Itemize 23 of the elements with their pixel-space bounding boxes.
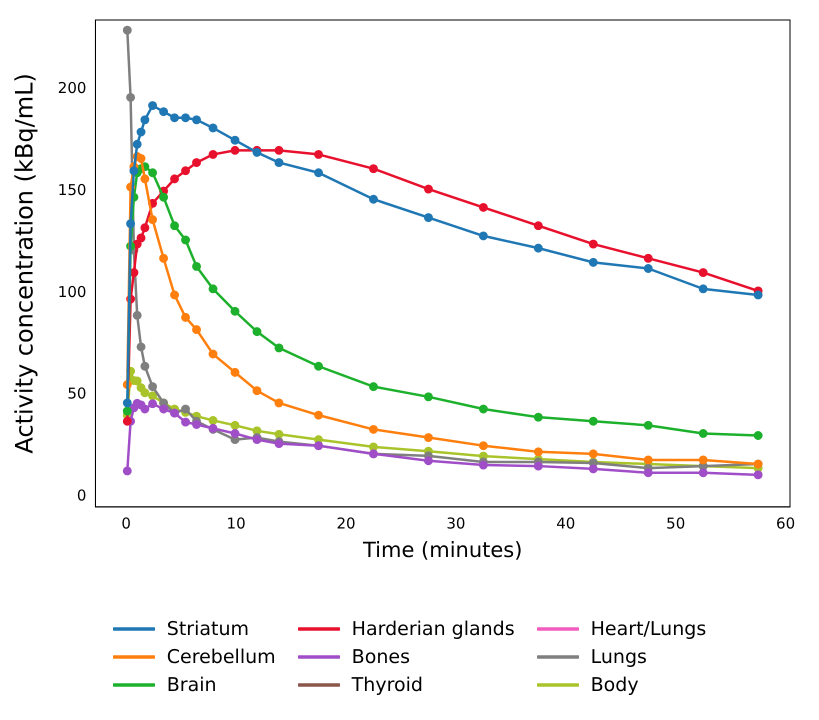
x-axis-title: Time (minutes) (362, 538, 522, 562)
x-tick-label: 20 (336, 514, 356, 533)
y-tick-label: 50 (67, 384, 86, 403)
x-tick-label: 10 (226, 514, 246, 533)
x-tick-label: 40 (556, 514, 576, 533)
y-tick-label: 0 (76, 486, 86, 505)
x-tick-label: 60 (776, 514, 796, 533)
legend-label: Thyroid (352, 674, 423, 696)
x-tick-label: 50 (666, 514, 686, 533)
x-tick-label: 0 (121, 514, 131, 533)
x-tick-label: 30 (446, 514, 466, 533)
legend-label: Brain (166, 674, 217, 696)
y-axis-title: Activity concentration (kBq/mL) (10, 73, 39, 454)
legend-label: Heart/Lungs (590, 618, 706, 640)
legend-label: Striatum (166, 618, 250, 640)
legend-label: Body (590, 674, 639, 696)
y-tick-label: 200 (58, 79, 86, 98)
legend-label: Cerebellum (166, 646, 276, 668)
y-tick-label: 150 (58, 180, 86, 199)
legend-label: Lungs (590, 646, 647, 668)
legend-label: Bones (352, 646, 410, 668)
legend-label: Harderian glands (352, 618, 515, 640)
y-tick-label: 100 (58, 282, 86, 301)
